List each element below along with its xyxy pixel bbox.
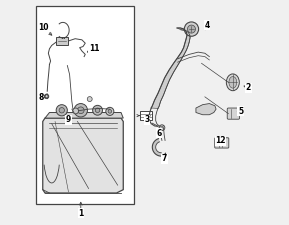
- Bar: [140, 111, 152, 120]
- Bar: [56, 37, 68, 45]
- Text: 6: 6: [156, 128, 162, 137]
- Text: 2: 2: [246, 83, 251, 92]
- Ellipse shape: [229, 76, 237, 88]
- Circle shape: [56, 105, 67, 116]
- Text: 4: 4: [205, 21, 210, 30]
- Circle shape: [184, 22, 199, 36]
- Text: 3: 3: [144, 115, 149, 124]
- Text: 10: 10: [38, 23, 49, 32]
- Text: 8: 8: [38, 93, 44, 102]
- Text: 9: 9: [66, 115, 71, 124]
- Circle shape: [87, 97, 92, 101]
- Polygon shape: [45, 112, 123, 118]
- Circle shape: [73, 108, 79, 114]
- FancyBboxPatch shape: [227, 108, 240, 119]
- Polygon shape: [196, 104, 216, 115]
- Circle shape: [74, 104, 88, 117]
- Polygon shape: [151, 28, 190, 108]
- Polygon shape: [43, 118, 123, 193]
- Text: 11: 11: [89, 44, 99, 53]
- Text: 1: 1: [78, 209, 84, 218]
- Circle shape: [95, 108, 100, 112]
- Circle shape: [106, 107, 114, 115]
- Circle shape: [77, 107, 84, 114]
- Circle shape: [188, 25, 195, 33]
- Text: 5: 5: [238, 107, 243, 116]
- Text: 12: 12: [215, 136, 226, 145]
- Circle shape: [108, 110, 112, 113]
- Circle shape: [159, 125, 165, 130]
- FancyBboxPatch shape: [215, 138, 229, 148]
- Text: 7: 7: [162, 154, 167, 163]
- Circle shape: [59, 108, 64, 113]
- Ellipse shape: [226, 74, 239, 91]
- Circle shape: [44, 94, 49, 99]
- Circle shape: [92, 105, 103, 115]
- Polygon shape: [152, 139, 161, 156]
- Bar: [36, 6, 134, 204]
